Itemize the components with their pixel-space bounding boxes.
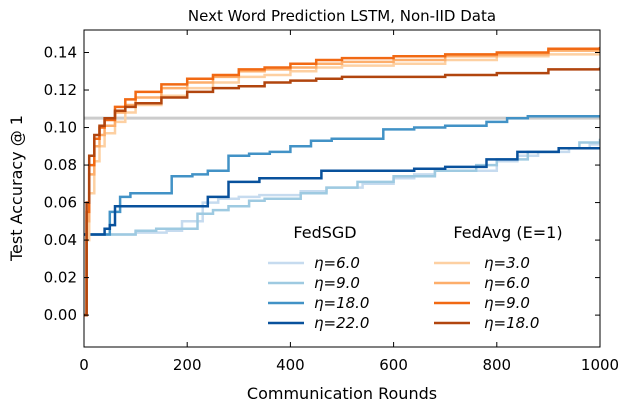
legend-title: FedAvg (E=1) <box>453 223 562 242</box>
x-tick-label: 800 <box>482 356 511 374</box>
y-tick-label: 0.00 <box>44 306 77 324</box>
x-axis-label: Communication Rounds <box>247 384 437 403</box>
plot-frame <box>83 29 601 348</box>
y-axis-label: Test Accuracy @ 1 <box>7 115 26 262</box>
chart-title: Next Word Prediction LSTM, Non-IID Data <box>188 7 496 25</box>
y-tick-label: 0.10 <box>44 119 77 137</box>
legend-label: η=6.0 <box>314 254 360 272</box>
legend-label: η=3.0 <box>484 254 530 272</box>
legend-label: η=6.0 <box>484 274 530 292</box>
y-tick-label: 0.12 <box>44 81 77 99</box>
legend-title: FedSGD <box>293 223 356 242</box>
y-tick-label: 0.04 <box>44 231 77 249</box>
series-line-fedsgd-3 <box>84 146 600 236</box>
x-tick-label: 1000 <box>581 356 619 374</box>
x-tick-label: 200 <box>173 356 202 374</box>
series-line-fedavg-1 <box>84 48 600 317</box>
legend-label: η=22.0 <box>314 314 369 332</box>
series-line-fedsgd-1 <box>84 138 600 236</box>
legend: FedSGD η=6.0 η=9.0 η=18.0 η=22.0 FedAvg (E=1)… <box>268 223 563 332</box>
legend-label: η=18.0 <box>484 314 539 332</box>
series-line-fedsgd-2 <box>84 115 600 236</box>
legend-label: η=9.0 <box>314 274 360 292</box>
series-line-fedavg-3 <box>84 67 600 317</box>
legend-label: η=18.0 <box>314 294 369 312</box>
x-tick-label: 600 <box>379 356 408 374</box>
x-tick-label: 0 <box>79 356 89 374</box>
series-line-fedavg-2 <box>84 46 600 317</box>
y-tick-label: 0.14 <box>44 44 77 62</box>
y-tick-label: 0.02 <box>44 269 77 287</box>
y-tick-label: 0.06 <box>44 194 77 212</box>
y-tick-label: 0.08 <box>44 156 77 174</box>
x-tick-label: 400 <box>276 356 305 374</box>
legend-label: η=9.0 <box>484 294 530 312</box>
